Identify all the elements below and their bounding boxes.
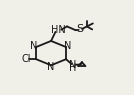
- Text: HN: HN: [51, 25, 66, 35]
- Text: S: S: [77, 24, 84, 34]
- Text: N: N: [47, 62, 55, 72]
- Text: N: N: [30, 41, 38, 51]
- Text: N: N: [69, 60, 76, 70]
- Text: N: N: [64, 41, 72, 51]
- Text: Cl: Cl: [21, 54, 31, 64]
- Text: H: H: [69, 63, 76, 73]
